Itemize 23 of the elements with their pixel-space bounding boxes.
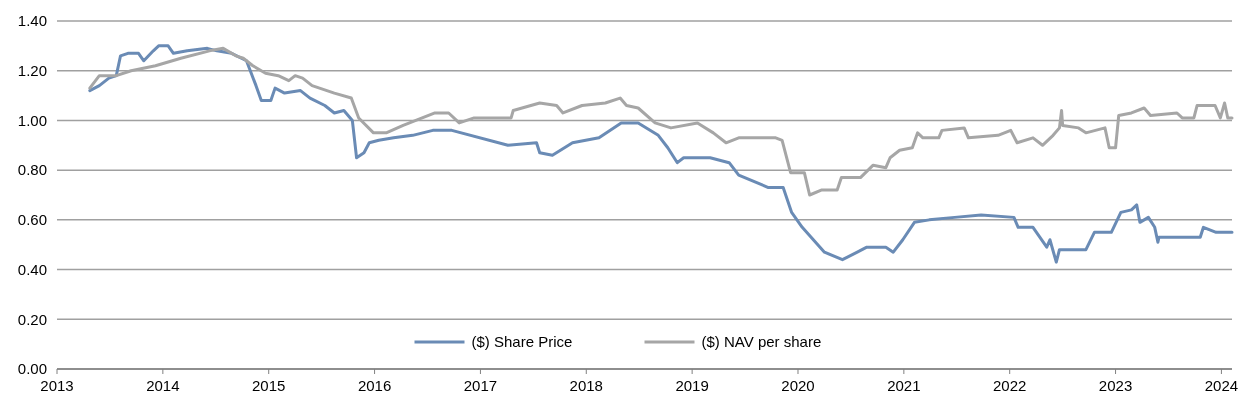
line-series — [88, 44, 1234, 264]
x-tick-label: 2020 — [781, 377, 815, 394]
y-tick-label: 0.00 — [17, 360, 47, 378]
x-tick-label: 2018 — [569, 377, 603, 394]
x-tick-label: 2021 — [887, 377, 921, 394]
x-tick-label: 2013 — [40, 377, 74, 394]
y-tick-label: 0.20 — [17, 310, 47, 328]
x-tick-label: 2017 — [463, 377, 498, 394]
legend-label: ($) Share Price — [471, 333, 573, 351]
y-tick-label: 0.60 — [17, 211, 47, 229]
x-tick-label: 2016 — [357, 377, 392, 394]
x-tick-label: 2015 — [252, 377, 286, 394]
x-tick-label: 2014 — [146, 377, 180, 394]
legend-label: ($) NAV per share — [701, 333, 822, 351]
y-tick-label: 1.40 — [17, 12, 47, 30]
x-tick-label: 2019 — [675, 377, 709, 394]
y-tick-label: 0.80 — [17, 161, 47, 179]
x-tick-label: 2022 — [993, 377, 1027, 394]
y-tick-label: 1.20 — [17, 61, 47, 79]
x-tick-label: 2023 — [1098, 377, 1133, 394]
x-tick-label: 2024 — [1204, 377, 1239, 394]
y-tick-label: 0.40 — [17, 260, 47, 278]
y-tick-label: 1.00 — [17, 111, 47, 129]
